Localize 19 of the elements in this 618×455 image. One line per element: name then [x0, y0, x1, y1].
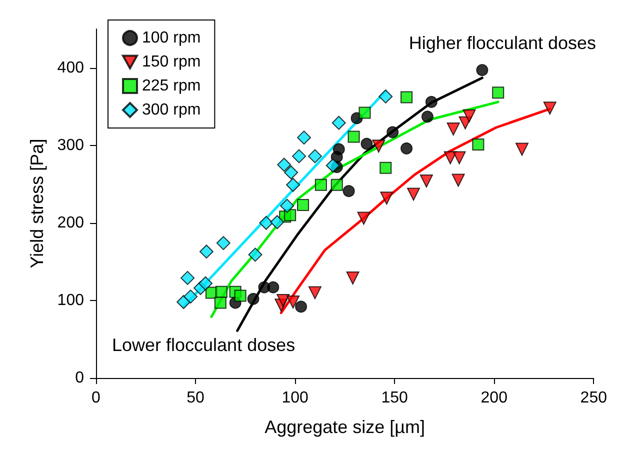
x-tick-label: 0 — [92, 390, 101, 406]
y-tick-label: 0 — [75, 370, 84, 386]
x-tick-label: 100 — [282, 390, 309, 406]
y-tick-label: 100 — [57, 292, 84, 309]
legend-label: 300 rpm — [142, 102, 201, 118]
x-tick-label: 150 — [381, 390, 408, 406]
legend-label: 100 rpm — [142, 30, 201, 46]
x-tick-label: 200 — [480, 390, 508, 406]
legend-label: 225 rpm — [142, 78, 201, 94]
y-tick-label: 400 — [57, 59, 84, 76]
y-tick-label: 300 — [57, 136, 84, 154]
legend-label: 150 rpm — [142, 54, 201, 70]
x-axis-title: Aggregate size [µm] — [264, 417, 426, 437]
x-tick-label: 250 — [580, 390, 608, 406]
y-axis-title: Yield stress [Pa] — [27, 138, 47, 268]
y-tick-label: 200 — [57, 214, 84, 232]
annotation: Lower flocculant doses — [112, 335, 296, 355]
annotation: Higher flocculant doses — [408, 33, 596, 53]
x-tick-label: 50 — [186, 390, 205, 406]
